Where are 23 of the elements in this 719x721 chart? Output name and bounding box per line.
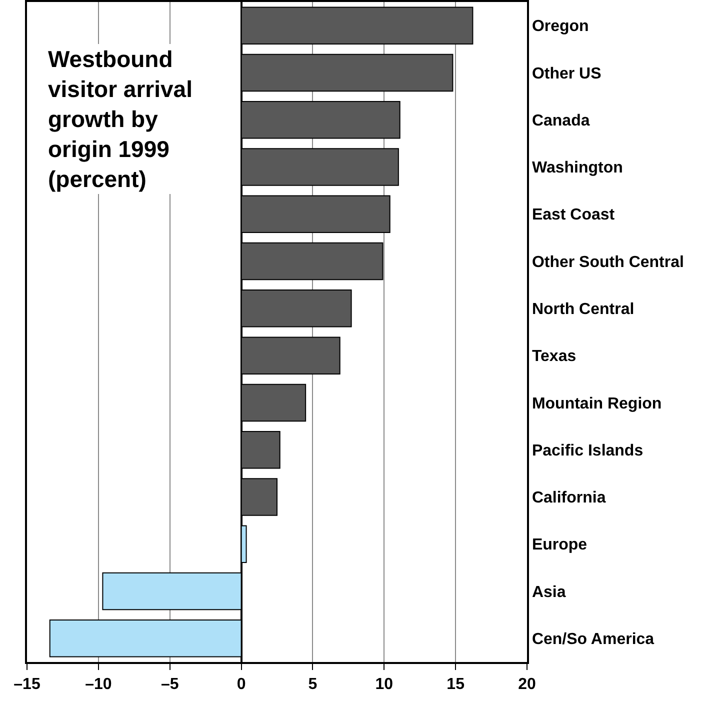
x-tick-label: –10 [85,676,112,693]
y-tick-label: Cen/So America [532,631,654,648]
x-tick-label: 5 [308,676,318,693]
y-tick-label: North Central [532,301,634,318]
y-tick-label: California [532,490,606,507]
y-tick-label: Oregon [532,18,589,36]
y-tick-label: Texas [532,348,576,366]
y-tick-label: Canada [532,112,590,130]
x-tick-label: 10 [375,676,394,693]
y-tick-label: Mountain Region [532,395,662,412]
y-tick-label: Asia [532,584,566,601]
text: Westbound visitor arrival growth by origin 1999 (percent) [48,44,228,194]
y-tick-label: Pacific Islands [532,442,644,460]
x-tick-label: –5 [160,676,179,693]
x-tick-label: –15 [14,676,40,693]
y-tick-label: East Coast [532,206,616,224]
y-tick-label: Other South Central [532,254,684,271]
y-tick-label: Washington [532,160,623,177]
y-tick-label: Europe [532,536,588,554]
x-tick-label: 0 [236,676,246,693]
y-tick-label: Other US [532,65,602,82]
x-tick-label: 15 [446,676,465,693]
x-tick-label: 20 [518,676,536,693]
